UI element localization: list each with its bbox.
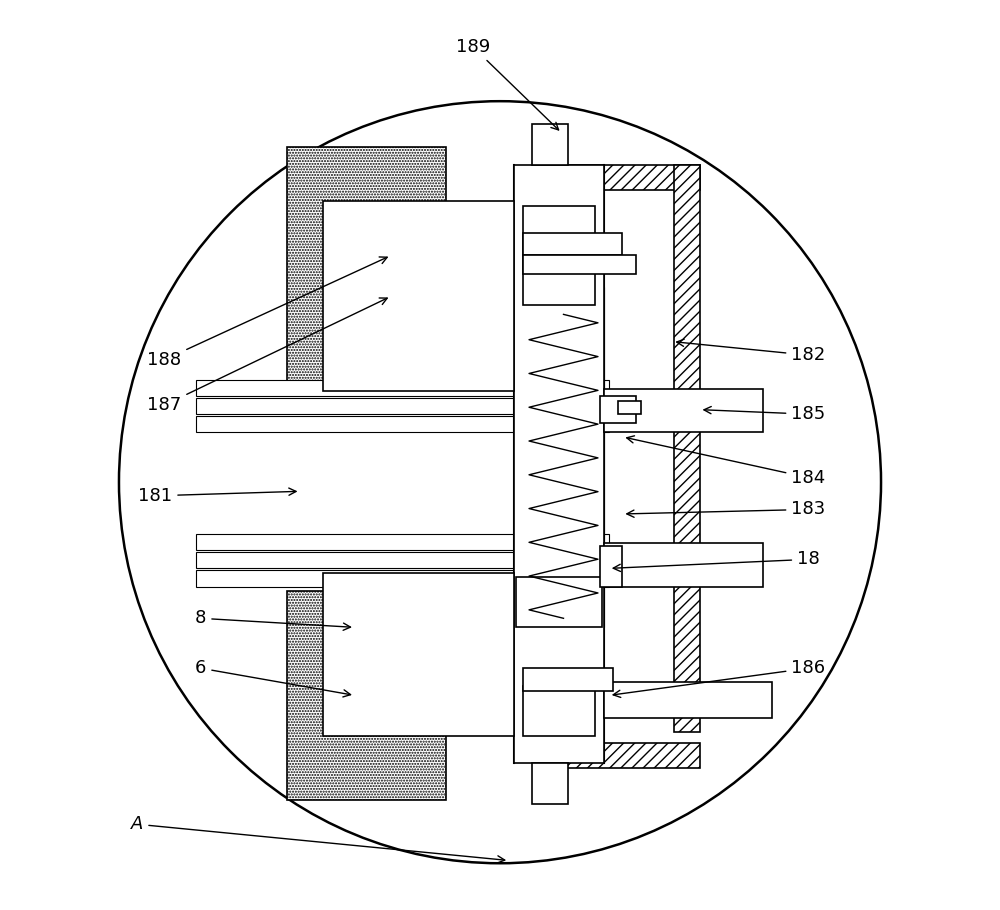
Bar	[287, 147, 446, 382]
Bar	[323, 573, 514, 736]
Bar	[600, 546, 622, 587]
Bar	[514, 165, 604, 763]
Bar	[287, 592, 446, 800]
Text: 182: 182	[677, 339, 826, 364]
Bar	[591, 288, 604, 627]
Bar	[674, 165, 700, 732]
Bar	[514, 288, 527, 627]
Text: 187: 187	[147, 298, 387, 414]
Text: 186: 186	[613, 659, 826, 697]
Bar	[523, 233, 622, 256]
Bar	[323, 201, 514, 391]
Bar	[196, 379, 609, 396]
Text: 181: 181	[138, 487, 296, 505]
Text: A: A	[131, 815, 505, 863]
Text: 183: 183	[627, 501, 826, 519]
Bar	[604, 389, 763, 432]
Bar	[196, 416, 609, 432]
Bar	[523, 206, 595, 306]
Bar	[532, 763, 568, 804]
Text: 6: 6	[195, 659, 351, 697]
Bar	[600, 396, 636, 423]
Bar	[532, 124, 568, 165]
Text: 8: 8	[195, 610, 351, 631]
Bar	[196, 398, 609, 414]
Text: 189: 189	[456, 37, 559, 130]
Bar	[523, 256, 636, 274]
Bar	[196, 534, 609, 551]
Bar	[541, 165, 700, 190]
Text: 184: 184	[627, 436, 826, 487]
Bar	[523, 668, 613, 691]
Bar	[604, 543, 763, 587]
Text: 185: 185	[704, 405, 826, 423]
Bar	[618, 400, 641, 414]
Bar	[604, 682, 772, 718]
Text: 188: 188	[147, 257, 387, 369]
Bar	[541, 743, 700, 768]
Text: 18: 18	[613, 551, 820, 571]
Bar	[516, 578, 602, 627]
Bar	[523, 686, 595, 736]
Bar	[196, 552, 609, 569]
Bar	[196, 571, 609, 587]
